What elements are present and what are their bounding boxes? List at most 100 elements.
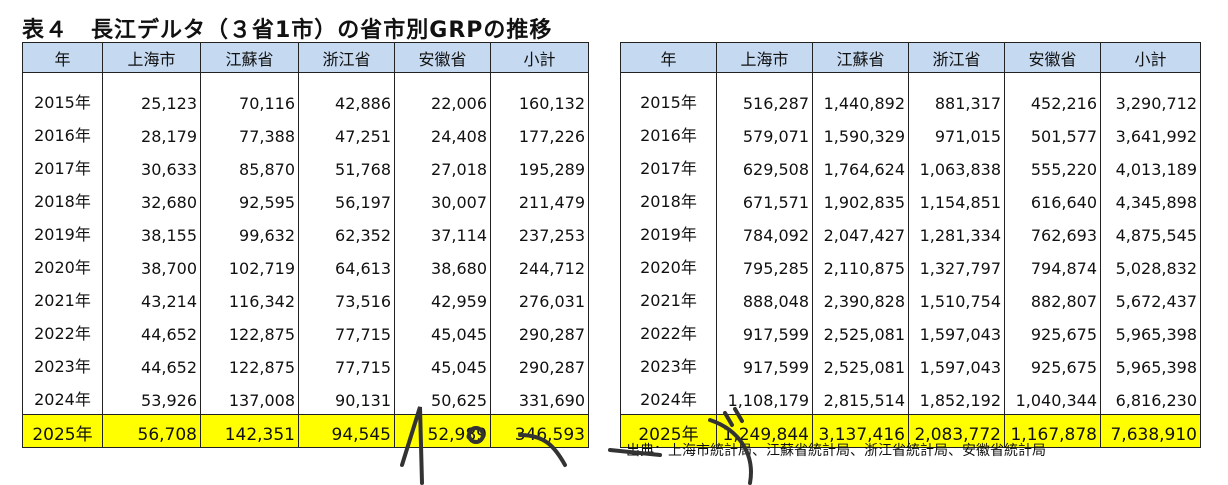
cell-jiangsu: 2,525,081	[812, 313, 909, 346]
cell-anhui: 50,625	[394, 379, 491, 415]
cell-zhejiang: 1,597,043	[908, 313, 1005, 346]
cell-shanghai: 671,571	[716, 181, 813, 214]
cell-anhui: 37,114	[394, 214, 491, 247]
cell-shanghai: 917,599	[716, 346, 813, 379]
table-row: 2016年 579,071 1,590,329 971,015 501,577 3,641…	[620, 115, 1201, 148]
cell-year: 2024年	[620, 379, 717, 415]
cell-subtotal: 290,287	[490, 313, 589, 346]
cell-year: 2017年	[22, 148, 103, 181]
cell-subtotal: 211,479	[490, 181, 589, 214]
cell-subtotal: 195,289	[490, 148, 589, 181]
header-subtotal: 小計	[490, 42, 589, 73]
cell-subtotal: 5,965,398	[1100, 313, 1201, 346]
header-zhejiang: 浙江省	[908, 42, 1005, 73]
cell-jiangsu: 77,388	[200, 115, 299, 148]
cell-jiangsu: 2,047,427	[812, 214, 909, 247]
cell-anhui: 616,640	[1004, 181, 1101, 214]
cell-subtotal: 3,641,992	[1100, 115, 1201, 148]
cell-zhejiang: 2,083,772	[908, 414, 1005, 448]
cell-anhui: 30,007	[394, 181, 491, 214]
cell-zhejiang: 56,197	[298, 181, 395, 214]
cell-year: 2022年	[22, 313, 103, 346]
cell-jiangsu: 3,137,416	[812, 414, 909, 448]
cell-jiangsu: 122,875	[200, 313, 299, 346]
header-anhui: 安徽省	[394, 42, 491, 73]
cell-subtotal: 160,132	[490, 72, 589, 115]
table-row: 2023年 44,652 122,875 77,715 45,045 290,287	[22, 346, 589, 379]
cell-jiangsu: 2,390,828	[812, 280, 909, 313]
cell-jiangsu: 1,902,835	[812, 181, 909, 214]
cell-zhejiang: 64,613	[298, 247, 395, 280]
cell-jiangsu: 99,632	[200, 214, 299, 247]
cell-year: 2015年	[620, 72, 717, 115]
cell-anhui: 24,408	[394, 115, 491, 148]
table-row: 2021年 43,214 116,342 73,516 42,959 276,031	[22, 280, 589, 313]
table-header-row: 年 上海市 江蘇省 浙江省 安徽省 小計	[22, 42, 589, 73]
cell-zhejiang: 1,852,192	[908, 379, 1005, 415]
table-row: 2020年 38,700 102,719 64,613 38,680 244,712	[22, 247, 589, 280]
cell-shanghai: 53,926	[102, 379, 201, 415]
cell-subtotal: 5,672,437	[1100, 280, 1201, 313]
cell-zhejiang: 90,131	[298, 379, 395, 415]
cell-zhejiang: 62,352	[298, 214, 395, 247]
cell-year: 2023年	[620, 346, 717, 379]
cell-shanghai: 795,285	[716, 247, 813, 280]
cell-anhui: 45,045	[394, 346, 491, 379]
header-jiangsu: 江蘇省	[812, 42, 909, 73]
cell-anhui: 38,680	[394, 247, 491, 280]
table-row: 2018年 671,571 1,902,835 1,154,851 616,640 4,3…	[620, 181, 1201, 214]
cell-year: 2021年	[620, 280, 717, 313]
table-row: 2022年 917,599 2,525,081 1,597,043 925,675 5,9…	[620, 313, 1201, 346]
table-row: 2024年 1,108,179 2,815,514 1,852,192 1,040,34…	[620, 379, 1201, 415]
cell-zhejiang: 1,063,838	[908, 148, 1005, 181]
cell-jiangsu: 2,525,081	[812, 346, 909, 379]
cell-year: 2020年	[620, 247, 717, 280]
table-row: 2017年 30,633 85,870 51,768 27,018 195,289	[22, 148, 589, 181]
cell-year: 2017年	[620, 148, 717, 181]
cell-anhui: 1,040,344	[1004, 379, 1101, 415]
header-jiangsu: 江蘇省	[200, 42, 299, 73]
cell-subtotal: 177,226	[490, 115, 589, 148]
cell-year: 2025年	[620, 414, 717, 448]
cell-shanghai: 38,155	[102, 214, 201, 247]
cell-subtotal: 346,593	[490, 414, 589, 448]
cell-shanghai: 38,700	[102, 247, 201, 280]
cell-year: 2016年	[620, 115, 717, 148]
cell-subtotal: 6,816,230	[1100, 379, 1201, 415]
cell-anhui: 555,220	[1004, 148, 1101, 181]
cell-shanghai: 516,287	[716, 72, 813, 115]
cell-shanghai: 629,508	[716, 148, 813, 181]
cell-subtotal: 4,013,189	[1100, 148, 1201, 181]
header-subtotal: 小計	[1100, 42, 1201, 73]
cell-anhui: 925,675	[1004, 346, 1101, 379]
header-shanghai: 上海市	[716, 42, 813, 73]
table-row: 2019年 38,155 99,632 62,352 37,114 237,253	[22, 214, 589, 247]
cell-year: 2021年	[22, 280, 103, 313]
cell-anhui: 925,675	[1004, 313, 1101, 346]
cell-zhejiang: 1,327,797	[908, 247, 1005, 280]
cell-subtotal: 5,965,398	[1100, 346, 1201, 379]
cell-year: 2023年	[22, 346, 103, 379]
cell-year: 2020年	[22, 247, 103, 280]
cell-shanghai: 43,214	[102, 280, 201, 313]
cell-anhui: 27,018	[394, 148, 491, 181]
cell-shanghai: 1,108,179	[716, 379, 813, 415]
cell-shanghai: 30,633	[102, 148, 201, 181]
table-row: 2024年 53,926 137,008 90,131 50,625 331,690	[22, 379, 589, 415]
table-row: 2019年 784,092 2,047,427 1,281,334 762,693 4,8…	[620, 214, 1201, 247]
table-row: 2015年 25,123 70,116 42,886 22,006 160,132	[22, 72, 589, 115]
cell-year: 2015年	[22, 72, 103, 115]
cell-anhui: 882,807	[1004, 280, 1101, 313]
table-row: 2018年 32,680 92,595 56,197 30,007 211,479	[22, 181, 589, 214]
table-header-row: 年 上海市 江蘇省 浙江省 安徽省 小計	[620, 42, 1201, 73]
cell-jiangsu: 85,870	[200, 148, 299, 181]
cell-shanghai: 579,071	[716, 115, 813, 148]
cell-shanghai: 784,092	[716, 214, 813, 247]
cell-year: 2019年	[620, 214, 717, 247]
table-row: 2021年 888,048 2,390,828 1,510,754 882,807 5,6…	[620, 280, 1201, 313]
cell-anhui: 452,216	[1004, 72, 1101, 115]
table-row: 2017年 629,508 1,764,624 1,063,838 555,220 4,0…	[620, 148, 1201, 181]
cell-subtotal: 7,638,910	[1100, 414, 1201, 448]
cell-zhejiang: 51,768	[298, 148, 395, 181]
cell-zhejiang: 77,715	[298, 346, 395, 379]
